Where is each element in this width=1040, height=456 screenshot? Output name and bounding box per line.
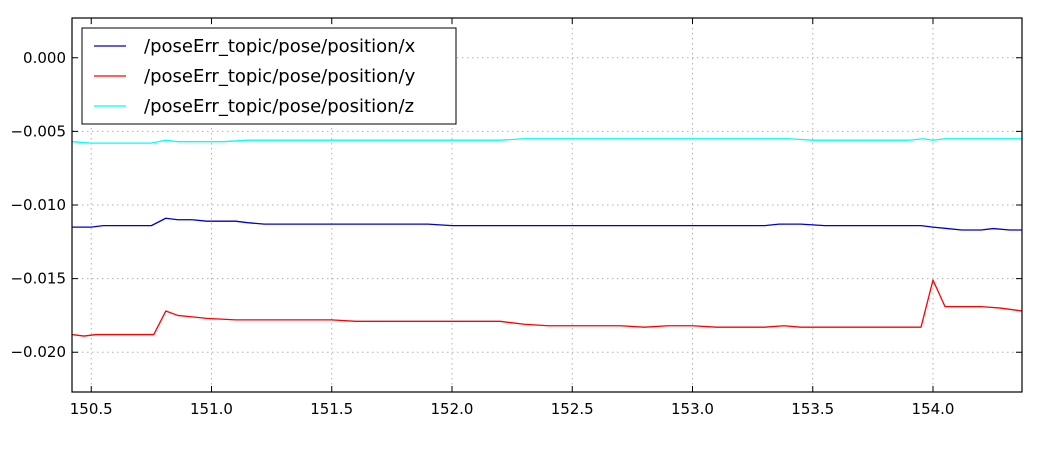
- plot-lines: [71, 138, 1023, 337]
- series-line-2: [71, 279, 1023, 337]
- x-tick-label: 151.0: [190, 400, 233, 418]
- y-tick-label: −0.020: [10, 343, 66, 361]
- legend-label: /poseErr_topic/pose/position/z: [144, 96, 414, 117]
- x-tick-label: 150.5: [70, 400, 113, 418]
- legend: /poseErr_topic/pose/position/x/poseErr_t…: [81, 27, 457, 125]
- series-line-1: [72, 217, 1022, 231]
- x-tick-label: 153.5: [791, 400, 834, 418]
- x-tick-label: 154.0: [912, 400, 955, 418]
- grid: [72, 18, 1022, 392]
- x-tick-label: 152.5: [551, 400, 594, 418]
- series-line-3: [71, 138, 1022, 144]
- x-tick-label: 151.5: [310, 400, 353, 418]
- y-tick-label: −0.010: [10, 196, 66, 214]
- legend-label: /poseErr_topic/pose/position/x: [144, 36, 416, 57]
- axis-ticks: 150.5 151.0 151.5 152.0 152.5 153.0 153.5 154.0…: [10, 18, 1022, 418]
- y-tick-label: 0.000: [23, 49, 66, 67]
- y-tick-label: −0.005: [10, 122, 66, 140]
- legend-box: [81, 27, 457, 125]
- legend-label: /poseErr_topic/pose/position/y: [144, 66, 416, 87]
- x-tick-label: 152.0: [431, 400, 474, 418]
- x-tick-label: 153.0: [671, 400, 714, 418]
- y-tick-label: −0.015: [10, 270, 66, 288]
